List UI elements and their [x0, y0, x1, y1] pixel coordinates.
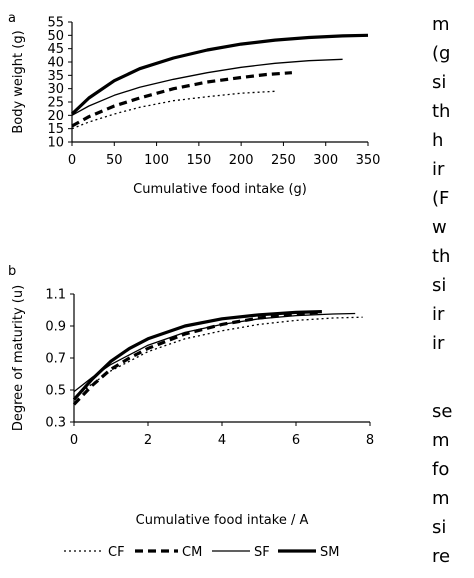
side-text-fragment: th [432, 246, 451, 267]
x-axis-label-a: Cumulative food intake (g) [133, 182, 307, 197]
y-tick-label-b: 1.1 [45, 288, 66, 303]
y-tick-label-b: 0.3 [45, 416, 66, 431]
x-tick-label-b: 8 [366, 433, 374, 448]
side-text-fragment: si [432, 275, 447, 296]
x-tick-label-a: 300 [313, 153, 338, 168]
side-text-fragment: m [432, 430, 450, 451]
side-text-fragment: (g [432, 43, 451, 64]
side-text-fragment: ir [432, 304, 445, 325]
side-text-fragment: w [432, 217, 447, 238]
y-axis-label-b: Degree of maturity (u) [11, 285, 26, 431]
y-tick-label-a: 10 [47, 136, 64, 151]
legend-label-sm: SM [320, 545, 339, 560]
x-tick-label-b: 4 [218, 433, 226, 448]
x-tick-label-a: 350 [356, 153, 381, 168]
side-text-fragment: h [432, 130, 444, 151]
side-text-fragment: re [432, 546, 451, 567]
y-tick-label-a: 30 [47, 82, 64, 97]
series-line-a-sm [70, 33, 369, 116]
y-tick-label-b: 0.9 [45, 320, 66, 335]
side-text-fragment: si [432, 517, 447, 538]
panel-b-letter: b [8, 264, 16, 279]
side-text-fragment: si [432, 72, 447, 93]
y-tick-label-b: 0.7 [45, 352, 66, 367]
legend-label-sf: SF [254, 545, 270, 560]
series-line-b-cm [72, 310, 319, 406]
x-tick-label-b: 0 [70, 433, 78, 448]
x-tick-label-a: 250 [271, 153, 296, 168]
x-tick-label-b: 2 [144, 433, 152, 448]
side-text-fragment: m [432, 488, 450, 509]
y-tick-label-a: 20 [47, 109, 64, 124]
y-tick-label-a: 25 [47, 96, 64, 111]
side-body-text: m (g si th h ir (F w th si ir ir se m fo m si re w [430, 0, 474, 578]
x-tick-label-a: 50 [106, 153, 123, 168]
series-line-a-sf [71, 58, 343, 116]
series-line-a-cm [71, 71, 293, 128]
series-line-b-sf [73, 312, 356, 393]
y-tick-label-a: 40 [47, 56, 64, 71]
x-tick-label-a: 0 [68, 153, 76, 168]
side-text-fragment: se [432, 401, 453, 422]
series-line-b-cf [73, 316, 363, 399]
x-tick-label-b: 6 [292, 433, 300, 448]
y-tick-label-b: 0.5 [45, 384, 66, 399]
side-text-fragment: fo [432, 459, 450, 480]
y-tick-label-a: 55 [47, 16, 64, 31]
legend-label-cf: CF [108, 545, 125, 560]
x-tick-label-a: 100 [144, 153, 169, 168]
y-tick-label-a: 45 [47, 42, 64, 57]
side-text-fragment: ir [432, 333, 445, 354]
y-tick-label-a: 35 [47, 69, 64, 84]
side-text-fragment: m [432, 14, 450, 35]
panel-a-letter: a [8, 11, 16, 26]
y-tick-label-a: 50 [47, 29, 64, 44]
series-line-b-sm [72, 310, 322, 401]
series-line-a-cf [71, 90, 276, 130]
y-axis-label-a: Body weight (g) [11, 30, 26, 133]
y-tick-label-a: 15 [47, 122, 64, 137]
x-tick-label-a: 150 [186, 153, 211, 168]
legend-label-cm: CM [182, 545, 202, 560]
side-text-fragment: th [432, 101, 451, 122]
x-axis-label-b: Cumulative food intake / A [136, 513, 309, 528]
x-tick-label-a: 200 [229, 153, 254, 168]
side-text-fragment: ir [432, 159, 445, 180]
side-text-fragment: w [432, 575, 447, 578]
side-text-fragment: (F [432, 188, 450, 209]
